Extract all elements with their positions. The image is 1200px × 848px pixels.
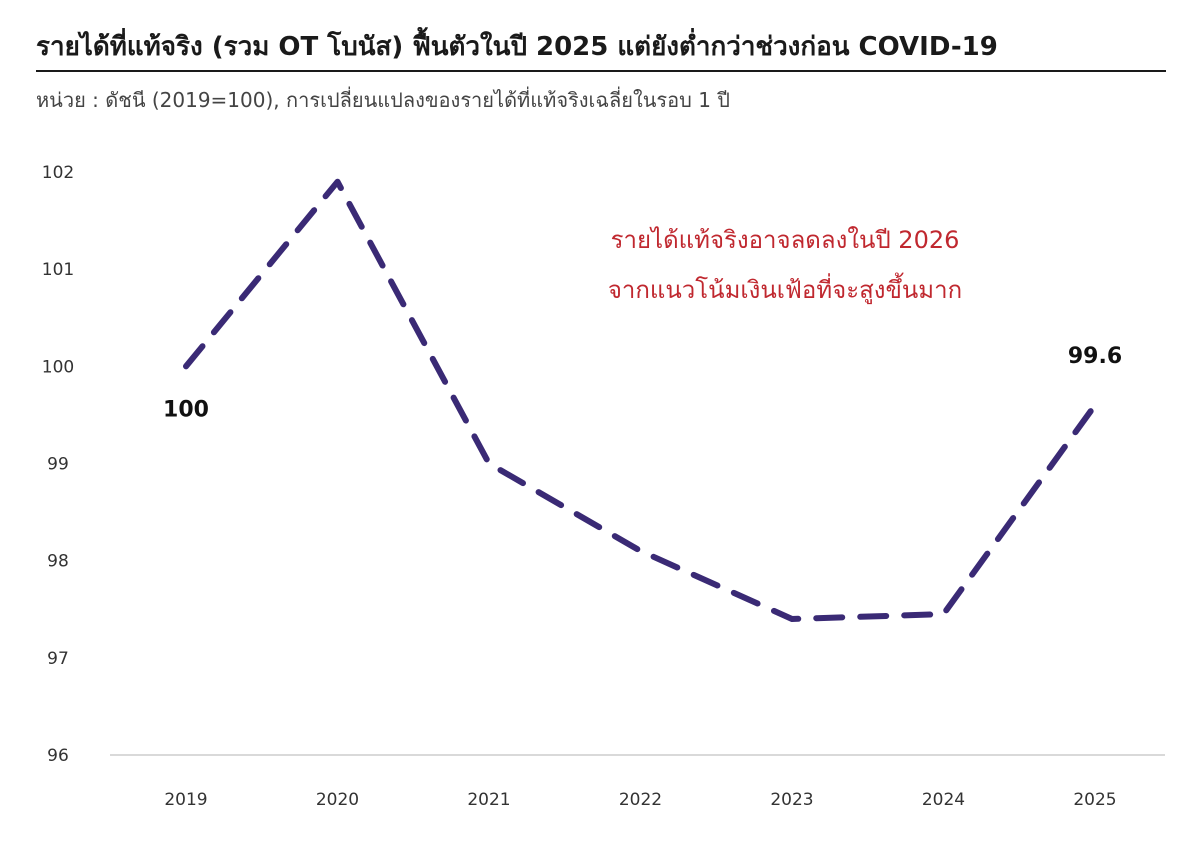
x-tick-label: 2019 xyxy=(164,790,207,810)
annotation-line: จากแนวโน้มเงินเฟ้อที่จะสูงขึ้นมาก xyxy=(608,272,962,305)
title-divider xyxy=(36,70,1166,72)
chart-title: รายได้ที่แท้จริง (รวม OT โบนัส) ฟื้นตัวใ… xyxy=(36,32,998,62)
x-tick-label: 2025 xyxy=(1073,790,1116,810)
chart-subtitle: หน่วย : ดัชนี (2019=100), การเปลี่ยนแปลง… xyxy=(36,88,730,112)
y-tick-label: 96 xyxy=(47,746,69,766)
y-tick-label: 99 xyxy=(47,455,69,475)
series-points xyxy=(185,181,1096,620)
annotation: รายได้แท้จริงอาจลดลงในปี 2026 จากแนวโน้มเ… xyxy=(608,226,962,305)
annotation-line: รายได้แท้จริงอาจลดลงในปี 2026 xyxy=(611,226,960,254)
y-axis-ticks: 96 97 98 99 100 101 102 xyxy=(42,163,74,766)
data-label: 99.6 xyxy=(1068,344,1122,369)
y-tick-label: 100 xyxy=(42,357,74,377)
x-axis-ticks: 2019 2020 2021 2022 2023 2024 2025 xyxy=(164,790,1116,810)
x-tick-label: 2023 xyxy=(770,790,813,810)
y-tick-label: 98 xyxy=(47,552,69,572)
x-tick-label: 2024 xyxy=(922,790,965,810)
y-tick-label: 97 xyxy=(47,649,69,669)
x-tick-label: 2022 xyxy=(619,790,662,810)
y-tick-label: 102 xyxy=(42,163,74,183)
y-tick-label: 101 xyxy=(42,260,74,280)
x-tick-label: 2021 xyxy=(467,790,510,810)
x-tick-label: 2020 xyxy=(316,790,359,810)
data-label: 100 xyxy=(163,397,209,422)
data-labels: 100 99.6 xyxy=(163,344,1122,422)
